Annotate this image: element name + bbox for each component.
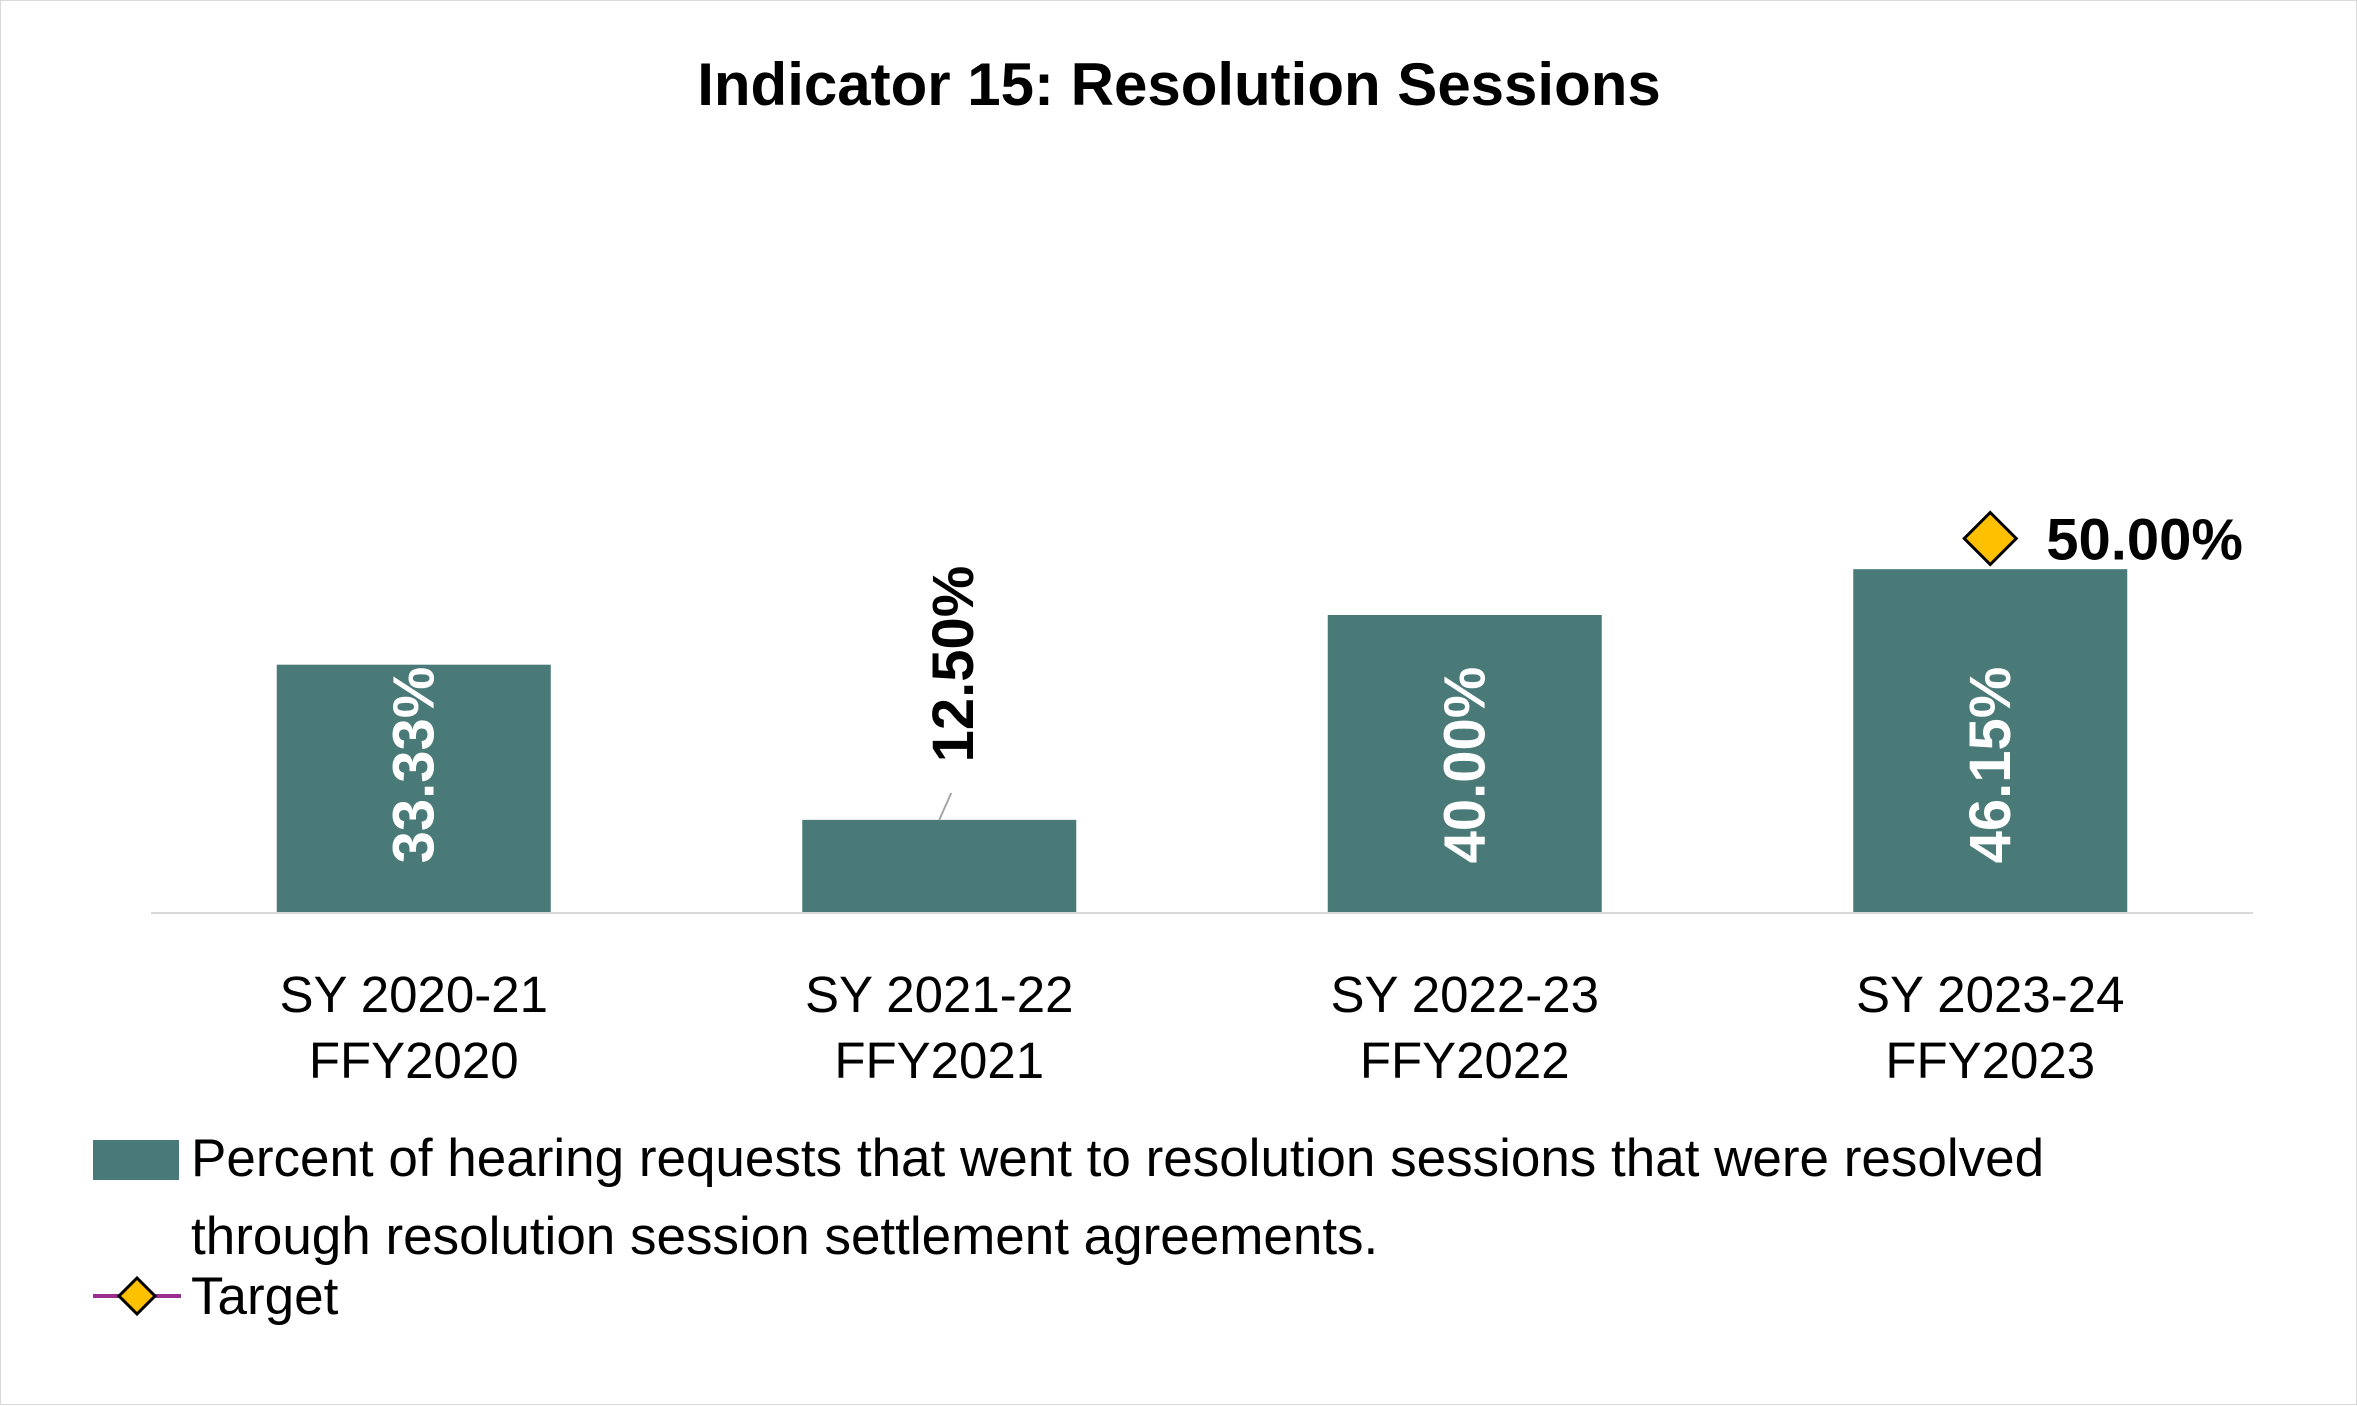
x-tick-label-2: SY 2022-23 FFY2022 <box>1331 966 1599 1089</box>
legend-swatch-bars <box>93 1140 179 1180</box>
leader-line-1 <box>938 792 953 821</box>
bar-label-2: 40.00% <box>1432 667 1497 864</box>
bar-0 <box>276 664 551 913</box>
bar-3 <box>1853 569 2128 913</box>
target-marker-3 <box>1962 510 2019 567</box>
bar-label-3: 46.15% <box>1958 667 2023 864</box>
bar-1 <box>802 819 1077 913</box>
bar-2 <box>1327 615 1602 913</box>
x-tick-label-0: SY 2020-21 FFY2020 <box>280 966 548 1089</box>
bar-label-0: 33.33% <box>381 667 446 864</box>
legend-label-bars-line-0: Percent of hearing requests that went to… <box>191 1129 2044 1188</box>
x-axis: SY 2020-21 FFY2020 SY 2021-22 FFY2021 SY 202… <box>151 912 2253 1089</box>
target-label-3: 50.00% <box>2046 508 2243 573</box>
legend-label-target: Target <box>191 1267 339 1326</box>
legend-label-bars-line-1: through resolution session settlement ag… <box>191 1207 1378 1266</box>
x-tick-label-3: SY 2023-24 FFY2023 <box>1856 966 2124 1089</box>
legend-swatch-target-marker <box>116 1275 158 1317</box>
plot-area: 33.33% 12.50% 40.00% 46.15% 50.00% <box>276 508 2243 913</box>
legend: Percent of hearing requests that went to… <box>93 1129 2044 1326</box>
chart-title: Indicator 15: Resolution Sessions <box>697 51 1661 118</box>
bar-label-1: 12.50% <box>921 566 986 763</box>
x-tick-label-1: SY 2021-22 FFY2021 <box>805 966 1073 1089</box>
